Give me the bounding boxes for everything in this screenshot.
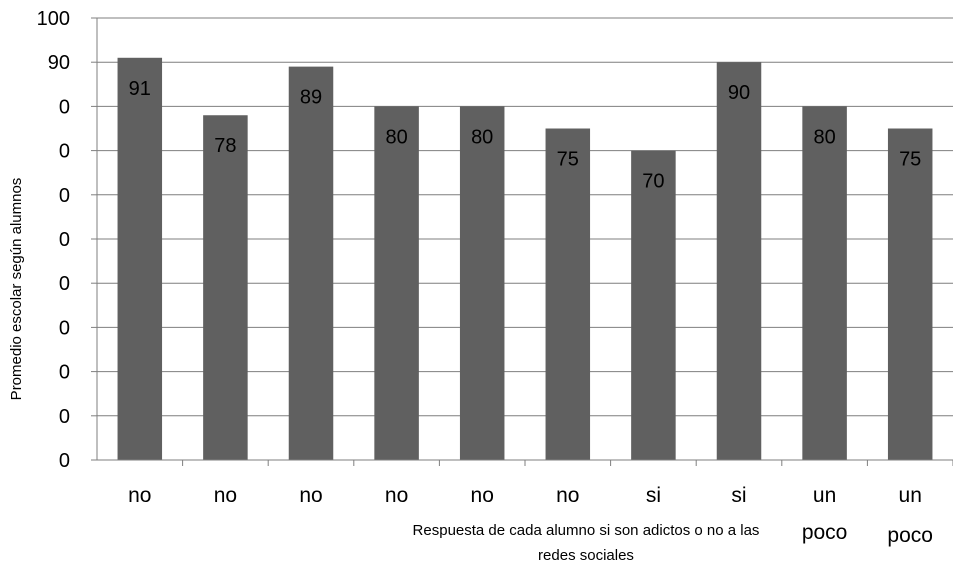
y-tick-label: 0 — [59, 273, 70, 295]
x-tick-label: un — [899, 484, 922, 507]
data-label: 91 — [129, 78, 151, 100]
y-tick-label: 0 — [59, 362, 70, 384]
y-axis-title: Promedio escolar según alumnos — [8, 178, 25, 401]
data-label: 80 — [813, 126, 835, 148]
y-tick-label: 0 — [59, 450, 70, 472]
y-tick-label: 0 — [59, 141, 70, 163]
bar — [374, 106, 419, 461]
bars — [117, 57, 933, 461]
bar — [203, 115, 248, 461]
y-tick-label: 0 — [59, 406, 70, 428]
data-label: 89 — [300, 87, 322, 109]
x-axis-title-line-1: Respuesta de cada alumno si son adictos … — [413, 522, 760, 539]
data-label: 75 — [557, 149, 579, 171]
bar — [887, 128, 933, 460]
x-tick-label: poco — [802, 521, 848, 544]
y-tick-label: 90 — [48, 52, 70, 74]
data-label: 78 — [214, 135, 236, 157]
x-tick-label: no — [471, 484, 494, 507]
y-tick-label: 0 — [59, 96, 70, 118]
y-tick-label: 0 — [59, 317, 70, 339]
bar — [459, 106, 505, 461]
y-tick-labels: 0 0 0 0 0 0 0 0 0 90 100 — [37, 8, 70, 472]
x-tick-label: no — [556, 484, 579, 507]
x-tick-label: si — [731, 484, 746, 507]
data-label: 75 — [899, 149, 921, 171]
x-axis-title-line-2: redes sociales — [538, 547, 634, 564]
x-tick-label: poco — [887, 524, 933, 547]
x-tick-label: un — [813, 484, 836, 507]
bar — [716, 62, 762, 460]
y-tick-label: 0 — [59, 229, 70, 251]
x-tick-label: no — [214, 484, 237, 507]
x-tick-label: si — [646, 484, 661, 507]
x-tick-label: no — [128, 484, 151, 507]
data-label: 90 — [728, 82, 750, 104]
data-label: 80 — [385, 126, 407, 148]
x-tick-label: no — [385, 484, 408, 507]
y-tick-label: 100 — [37, 8, 70, 30]
bar — [117, 57, 163, 460]
x-tick-label: no — [299, 484, 322, 507]
data-labels: 91 78 89 80 80 75 70 90 80 75 — [129, 78, 922, 193]
bar — [288, 66, 334, 461]
bar — [631, 150, 676, 460]
axes — [96, 18, 953, 466]
y-tick-label: 0 — [59, 185, 70, 207]
data-label: 70 — [642, 171, 664, 193]
bar — [545, 128, 591, 460]
x-tick-labels: no no no no no no si si un poco un poco — [128, 484, 933, 547]
bar — [802, 106, 847, 461]
data-label: 80 — [471, 126, 493, 148]
